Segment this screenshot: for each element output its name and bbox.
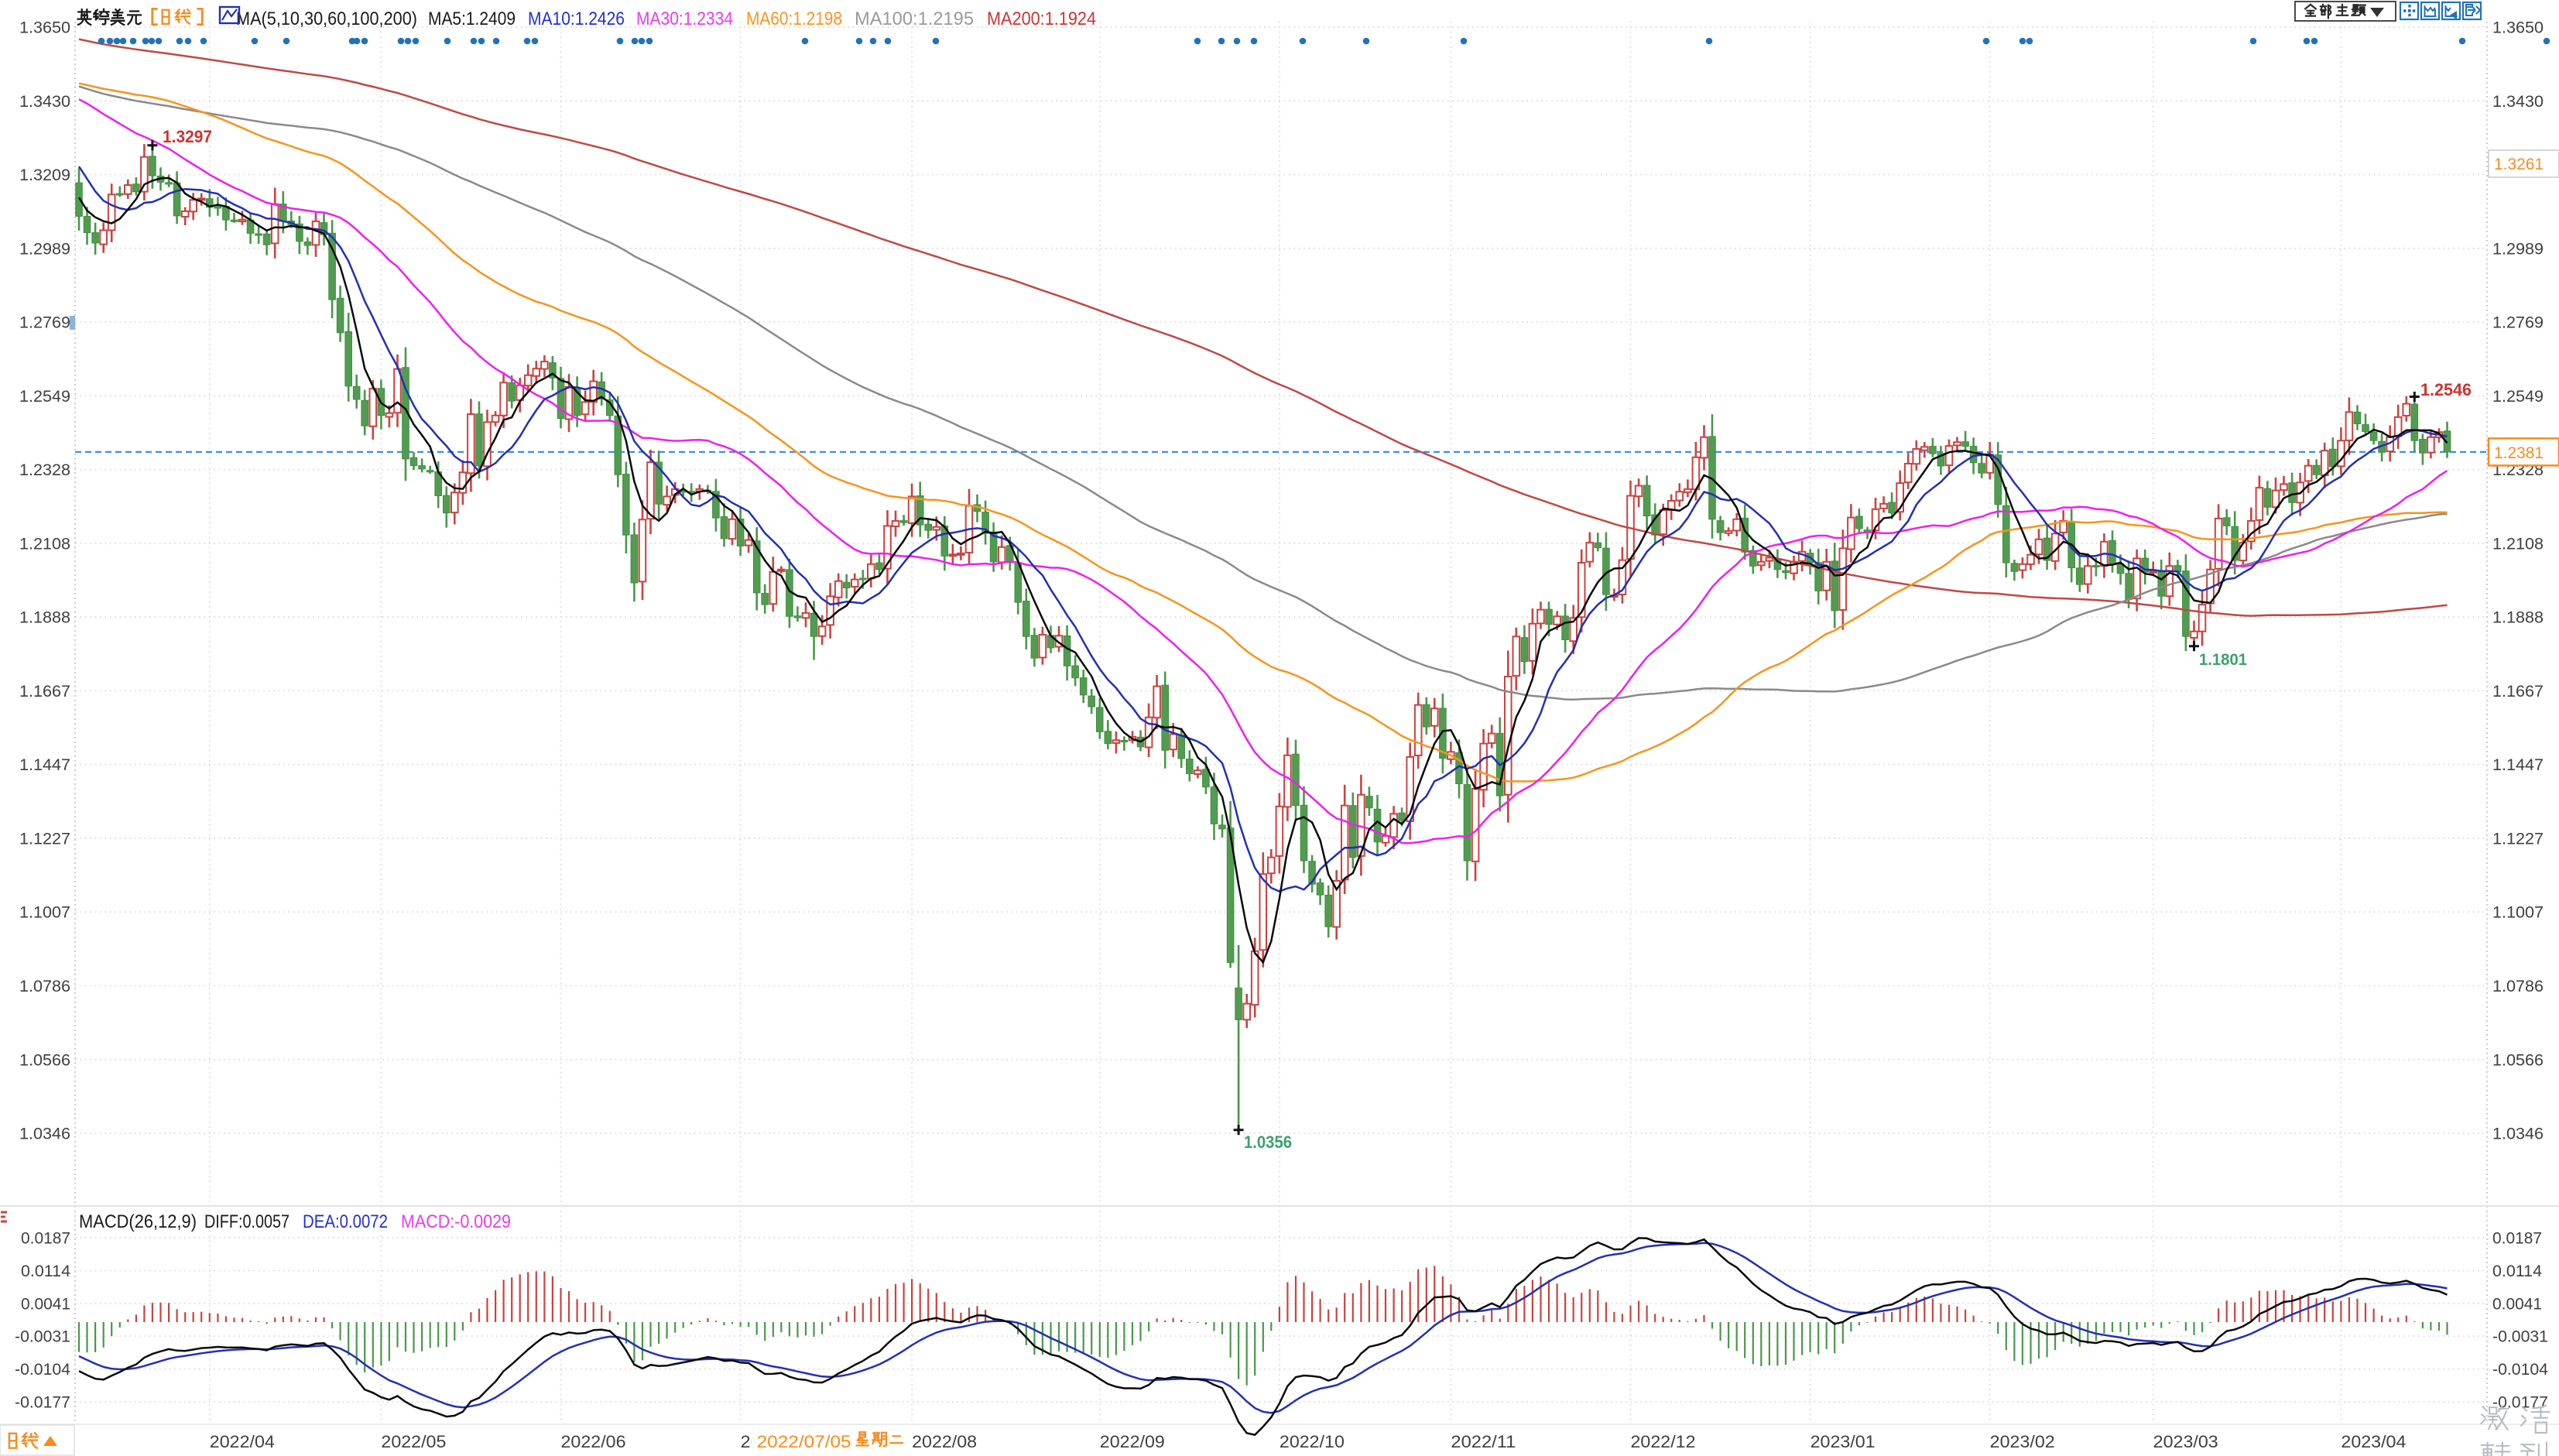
svg-text:1.2769: 1.2769	[19, 314, 70, 332]
svg-text:MA60:1.2198: MA60:1.2198	[746, 9, 842, 29]
svg-text:2022/12: 2022/12	[1631, 1432, 1696, 1451]
svg-text:0.0114: 0.0114	[21, 1262, 70, 1280]
svg-text:MA30:1.2334: MA30:1.2334	[636, 9, 733, 29]
svg-text:2022/08: 2022/08	[912, 1432, 977, 1451]
svg-text:1.0356: 1.0356	[1244, 1132, 1292, 1152]
svg-text:1.2549: 1.2549	[19, 388, 70, 406]
svg-text:1.0346: 1.0346	[19, 1125, 70, 1143]
svg-text:-0.0177: -0.0177	[15, 1394, 70, 1412]
svg-text:-0.0104: -0.0104	[15, 1361, 70, 1379]
svg-text:0.0041: 0.0041	[21, 1296, 70, 1314]
svg-text:2022/10: 2022/10	[1280, 1432, 1345, 1451]
svg-text:-0.0177: -0.0177	[2492, 1394, 2548, 1412]
svg-text:2023/01: 2023/01	[1810, 1432, 1876, 1451]
svg-text:1.3650: 1.3650	[19, 19, 70, 37]
svg-text:2023/03: 2023/03	[2153, 1432, 2218, 1451]
svg-text:0.0041: 0.0041	[2492, 1296, 2542, 1314]
svg-text:1.1888: 1.1888	[2492, 609, 2544, 627]
svg-text:MA200:1.1924: MA200:1.1924	[987, 9, 1096, 29]
svg-text:0.0187: 0.0187	[21, 1230, 70, 1248]
svg-text:1.2108: 1.2108	[2492, 535, 2544, 553]
svg-text:1.0346: 1.0346	[2492, 1125, 2544, 1143]
svg-text:0.0187: 0.0187	[2492, 1230, 2542, 1248]
svg-text:MA(5,10,30,60,100,200): MA(5,10,30,60,100,200)	[236, 9, 417, 29]
svg-text:DIFF:0.0057: DIFF:0.0057	[204, 1211, 289, 1232]
svg-text:1.1227: 1.1227	[2492, 831, 2544, 848]
svg-text:1.3430: 1.3430	[2492, 93, 2544, 111]
svg-text:1.2328: 1.2328	[19, 461, 70, 479]
svg-text:1.2381: 1.2381	[2494, 444, 2544, 462]
svg-text:1.2769: 1.2769	[2492, 314, 2544, 332]
svg-text:1.0786: 1.0786	[19, 978, 70, 995]
svg-text:2022/04: 2022/04	[210, 1432, 275, 1451]
svg-text:-0.0104: -0.0104	[2492, 1361, 2548, 1379]
svg-text:2022/05: 2022/05	[381, 1432, 446, 1451]
svg-text:1.2546: 1.2546	[2420, 380, 2472, 399]
svg-text:1.3650: 1.3650	[2492, 19, 2544, 37]
svg-text:1.0566: 1.0566	[2492, 1051, 2544, 1069]
svg-text:MACD(26,12,9): MACD(26,12,9)	[79, 1211, 197, 1232]
svg-text:-0.0031: -0.0031	[2492, 1328, 2548, 1346]
svg-text:1.3297: 1.3297	[163, 127, 212, 146]
svg-text:MACD:-0.0029: MACD:-0.0029	[401, 1211, 511, 1232]
svg-text:DEA:0.0072: DEA:0.0072	[303, 1211, 388, 1232]
svg-text:2023/04: 2023/04	[2341, 1432, 2406, 1451]
svg-text:1.2549: 1.2549	[2492, 388, 2544, 406]
svg-text:MA10:1.2426: MA10:1.2426	[528, 9, 625, 29]
svg-text:2022/09: 2022/09	[1100, 1432, 1165, 1451]
svg-text:1.1667: 1.1667	[19, 683, 70, 701]
svg-text:1.1447: 1.1447	[19, 756, 70, 774]
svg-text:2022/11: 2022/11	[1451, 1432, 1516, 1451]
svg-text:1.2989: 1.2989	[2492, 240, 2544, 258]
svg-text:2023/02: 2023/02	[1990, 1432, 2055, 1451]
svg-text:1.2108: 1.2108	[19, 535, 70, 553]
svg-text:-0.0031: -0.0031	[15, 1328, 70, 1346]
svg-text:MA100:1.2195: MA100:1.2195	[855, 9, 974, 29]
svg-text:1.2989: 1.2989	[19, 240, 70, 258]
svg-text:1.3261: 1.3261	[2494, 156, 2544, 173]
svg-text:1.1801: 1.1801	[2199, 651, 2247, 669]
svg-text:1.1227: 1.1227	[19, 831, 70, 848]
svg-text:1.1667: 1.1667	[2492, 683, 2544, 701]
svg-text:1.1007: 1.1007	[19, 904, 70, 922]
svg-text:MA5:1.2409: MA5:1.2409	[428, 9, 516, 29]
svg-text:1.1007: 1.1007	[2492, 904, 2544, 922]
svg-text:2022/07/05: 2022/07/05	[757, 1432, 851, 1451]
svg-text:1.3209: 1.3209	[19, 166, 70, 184]
svg-text:0.0114: 0.0114	[2492, 1262, 2542, 1280]
svg-text:1.0566: 1.0566	[19, 1051, 70, 1069]
svg-text:1.1447: 1.1447	[2492, 756, 2544, 774]
svg-text:1.3430: 1.3430	[19, 93, 70, 111]
svg-text:1.0786: 1.0786	[2492, 978, 2544, 995]
svg-text:2022/06: 2022/06	[561, 1432, 626, 1451]
svg-text:1.1888: 1.1888	[19, 609, 70, 627]
